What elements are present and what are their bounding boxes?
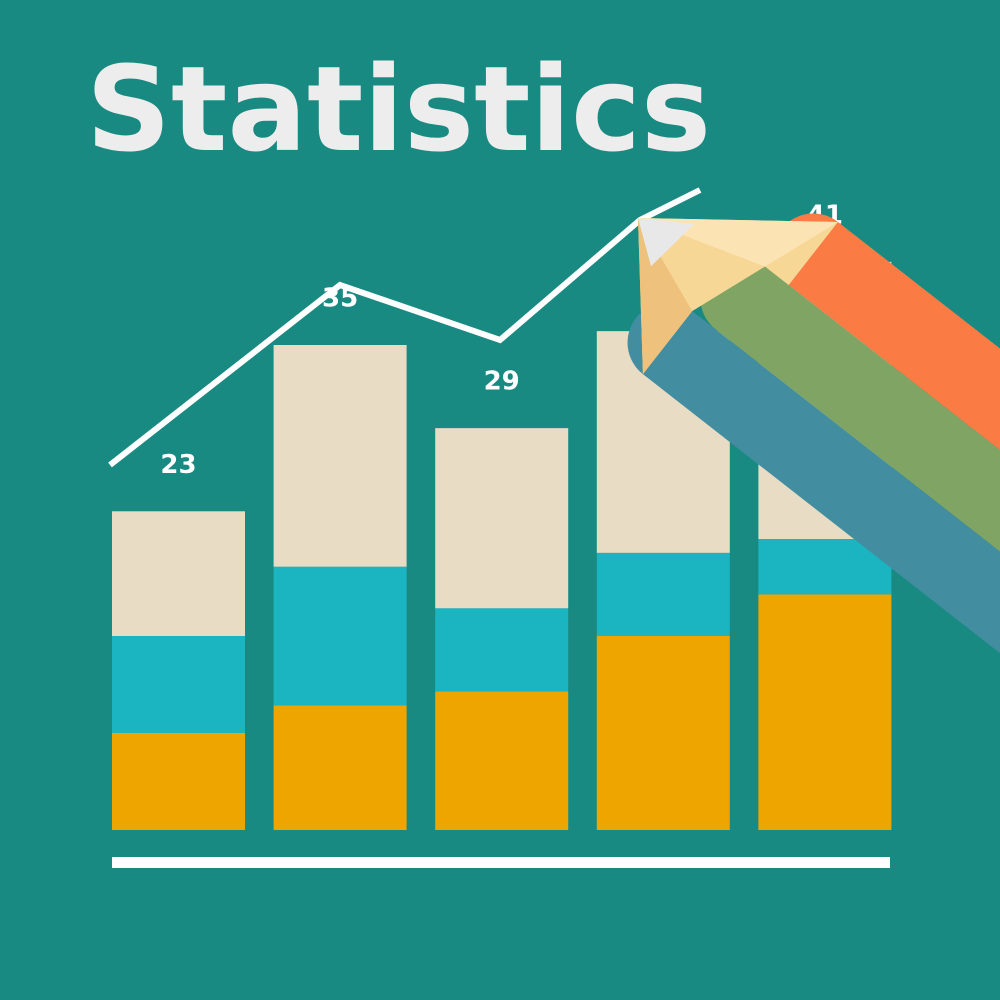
baseline xyxy=(112,857,890,868)
total-label: 35 xyxy=(322,284,358,314)
total-label: 29 xyxy=(484,367,520,397)
pencil-stripe xyxy=(642,311,1000,781)
bar-segment xyxy=(112,636,245,733)
bar-segment xyxy=(273,566,407,706)
bar-segment xyxy=(273,345,407,567)
bar-segment xyxy=(112,733,245,830)
bars xyxy=(112,261,892,830)
bar-segment xyxy=(435,691,569,830)
bar-segment xyxy=(596,552,730,636)
bar-segment xyxy=(435,608,569,692)
bar-segment xyxy=(112,511,245,636)
pencil-wood xyxy=(638,218,838,375)
pencil-stripe xyxy=(715,266,1000,718)
trend-line xyxy=(108,187,702,468)
pencil xyxy=(627,213,1000,781)
bar-segment xyxy=(273,705,407,830)
bar-segment xyxy=(435,428,569,609)
pencil-tip xyxy=(638,218,695,267)
chart-title: Statistics xyxy=(86,40,711,178)
total-label: 23 xyxy=(160,450,196,480)
bar-segment xyxy=(596,636,730,830)
pencil-stripe xyxy=(788,221,1000,655)
bar-segment xyxy=(758,594,892,830)
pencil-wood-light xyxy=(638,218,838,267)
